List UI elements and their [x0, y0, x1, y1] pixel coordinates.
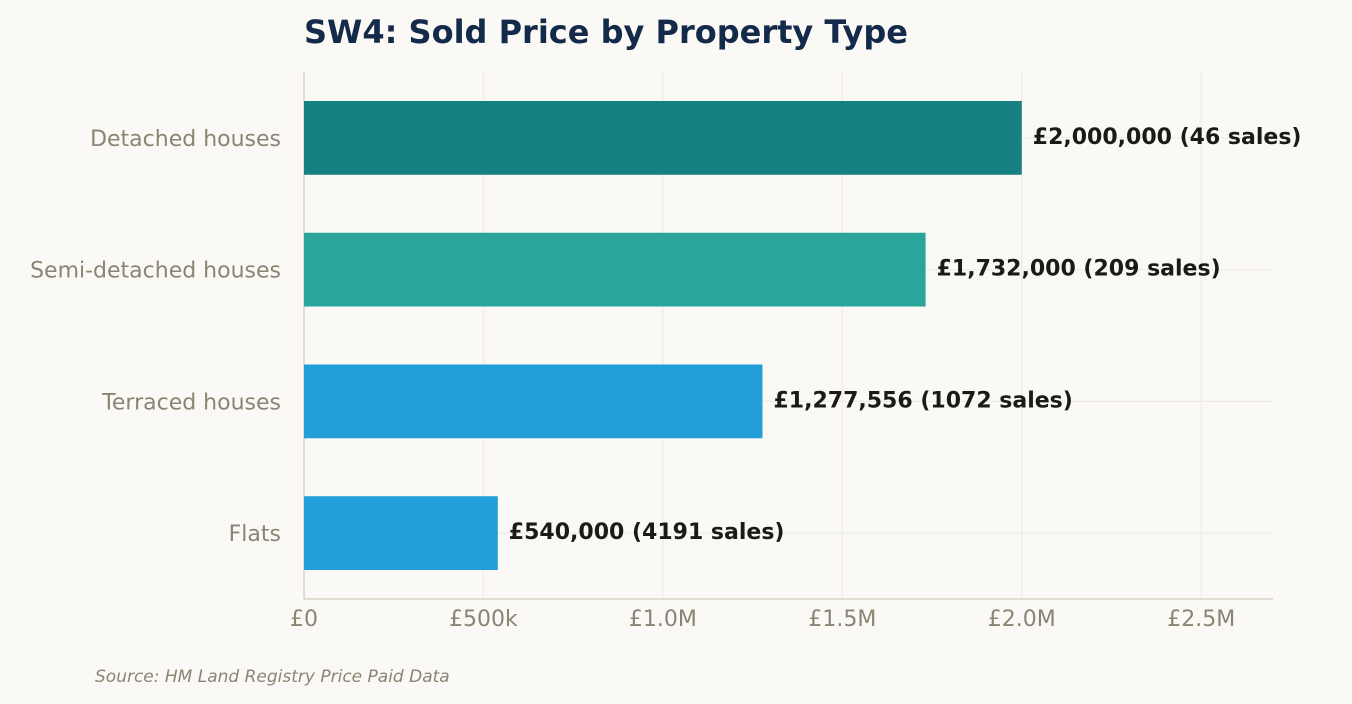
category-label: Detached houses: [90, 127, 281, 152]
data-label: £1,732,000 (209 sales): [937, 257, 1221, 282]
bar: [304, 364, 763, 439]
category-label: Semi-detached houses: [30, 259, 281, 284]
bar: [304, 496, 498, 571]
data-label: £2,000,000 (46 sales): [1033, 125, 1302, 150]
source-note: Source: HM Land Registry Price Paid Data: [95, 667, 450, 687]
category-label: Terraced houses: [101, 390, 281, 415]
data-label: £1,277,556 (1072 sales): [774, 388, 1073, 413]
x-tick-label: £500k: [449, 607, 518, 632]
x-tick-label: £2.5M: [1167, 607, 1235, 632]
category-label: Flats: [229, 522, 281, 547]
x-tick-label: £2.0M: [988, 607, 1056, 632]
x-tick-label: £1.5M: [808, 607, 876, 632]
data-label: £540,000 (4191 sales): [509, 520, 785, 545]
bar: [304, 232, 926, 307]
labels: Detached houses £2,000,000 (46 sales) Semi…: [30, 125, 1301, 547]
axes: £0 £500k £1.0M £1.5M £2.0M £2.5M: [290, 72, 1273, 632]
x-tick-label: £0: [290, 607, 318, 632]
bar: [304, 100, 1022, 175]
x-tick-label: £1.0M: [629, 607, 697, 632]
chart-title: SW4: Sold Price by Property Type: [304, 13, 908, 51]
bars: [304, 100, 1022, 571]
